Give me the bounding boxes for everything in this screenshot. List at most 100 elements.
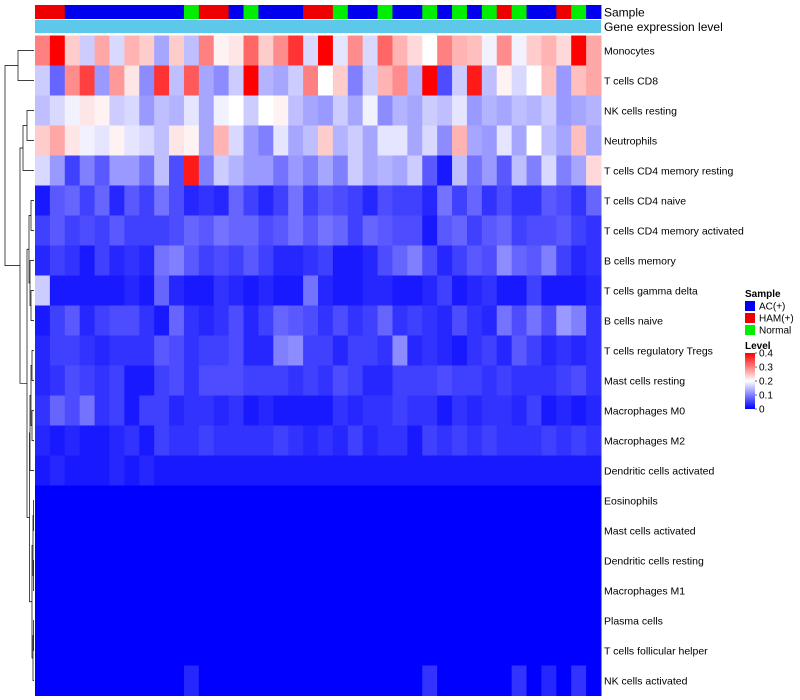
heatmap-cell [347,455,364,486]
heatmap-cell [258,185,274,216]
heatmap-cell [64,95,81,126]
heatmap-cell [213,485,230,516]
heatmap-cell [571,245,587,276]
heatmap-cell [362,515,379,546]
heatmap-cell [303,485,319,516]
heatmap-cell [64,485,81,516]
heatmap-cell [64,515,81,546]
heatmap-cell [347,485,364,516]
heatmap-cell [407,635,423,666]
heatmap-cell [347,665,364,696]
heatmap-cell [169,185,185,216]
heatmap-cell [49,335,66,366]
heatmap-cell [79,275,96,306]
heatmap-cell [288,485,304,516]
heatmap-cell [437,485,453,516]
heatmap-cell [109,155,125,186]
heatmap-cell [377,395,393,426]
heatmap-cell [377,125,393,156]
heatmap-cell [586,485,602,516]
heatmap-cell [273,185,289,216]
heatmap-cell [35,395,51,426]
heatmap-cell [541,245,557,276]
heatmap-cell [511,275,528,306]
heatmap-cell [452,515,468,546]
heatmap-cell [392,305,408,336]
row-label-b-cells-memory: B cells memory [604,256,677,268]
heatmap-cell [79,395,96,426]
heatmap-cell [273,245,289,276]
heatmap-cell [332,665,349,696]
heatmap-cell [139,275,155,306]
heatmap-cell [258,605,274,636]
heatmap-cell [437,365,453,396]
heatmap-cell [154,275,170,306]
heatmap-cell [586,35,602,66]
heatmap-cell [332,305,349,336]
heatmap-cell [228,215,245,246]
heatmap-cell [452,395,468,426]
legend-label-ham: HAM(+) [759,314,794,325]
heatmap-cell [452,485,468,516]
heatmap-cell [541,665,557,696]
heatmap-cell [79,95,96,126]
heatmap-cell [392,95,408,126]
heatmap-cell [437,425,453,456]
heatmap-cell [49,485,66,516]
heatmap-cell [303,605,319,636]
heatmap-cell [288,425,304,456]
heatmap-cell [94,185,110,216]
heatmap-cell [183,215,200,246]
heatmap-cell [526,275,542,306]
heatmap-cell [183,665,200,696]
heatmap-cell [198,395,215,426]
heatmap-cell [452,335,468,366]
heatmap-cell [377,305,393,336]
heatmap-cell [169,35,185,66]
heatmap-cell [496,515,513,546]
heatmap-cell [526,455,542,486]
heatmap-cell [154,545,170,576]
heatmap-cell [94,125,110,156]
heatmap-cell [452,215,468,246]
heatmap-cell [139,515,155,546]
heatmap-cell [318,545,334,576]
heatmap-cell [407,605,423,636]
heatmap-cell [541,275,557,306]
heatmap-cell [139,455,155,486]
heatmap-cell [258,545,274,576]
heatmap-cell [288,575,304,606]
heatmap-cell [303,425,319,456]
heatmap-cell [154,35,170,66]
heatmap-cell [139,335,155,366]
heatmap-cell [213,665,230,696]
heatmap-cell [556,215,572,246]
heatmap-cell [79,515,96,546]
heatmap-cell [243,215,259,246]
heatmap-cell [407,575,423,606]
sample-annotation-cell [362,5,378,19]
heatmap-cell [49,185,66,216]
level-tick-label: 0.1 [759,391,773,402]
heatmap-cell [526,65,542,96]
heatmap-cell [422,185,438,216]
row-labels: Monocytes T cells CD8 NK cells resting Neut… [604,46,744,688]
heatmap-cell [109,95,125,126]
heatmap-cell [481,185,498,216]
heatmap-cell [541,455,557,486]
heatmap-cell [35,425,51,456]
heatmap-cell [362,65,379,96]
heatmap-cell [377,605,393,636]
heatmap-cell [258,425,274,456]
heatmap-cell [392,485,408,516]
legend-label-normal: Normal [759,326,791,337]
heatmap-cell [511,635,528,666]
heatmap-cell [124,245,140,276]
heatmap-cell [228,365,245,396]
heatmap-cell [541,65,557,96]
heatmap-cell [571,575,587,606]
heatmap-cell [496,185,513,216]
heatmap-cell [481,605,498,636]
heatmap-cell [49,605,66,636]
